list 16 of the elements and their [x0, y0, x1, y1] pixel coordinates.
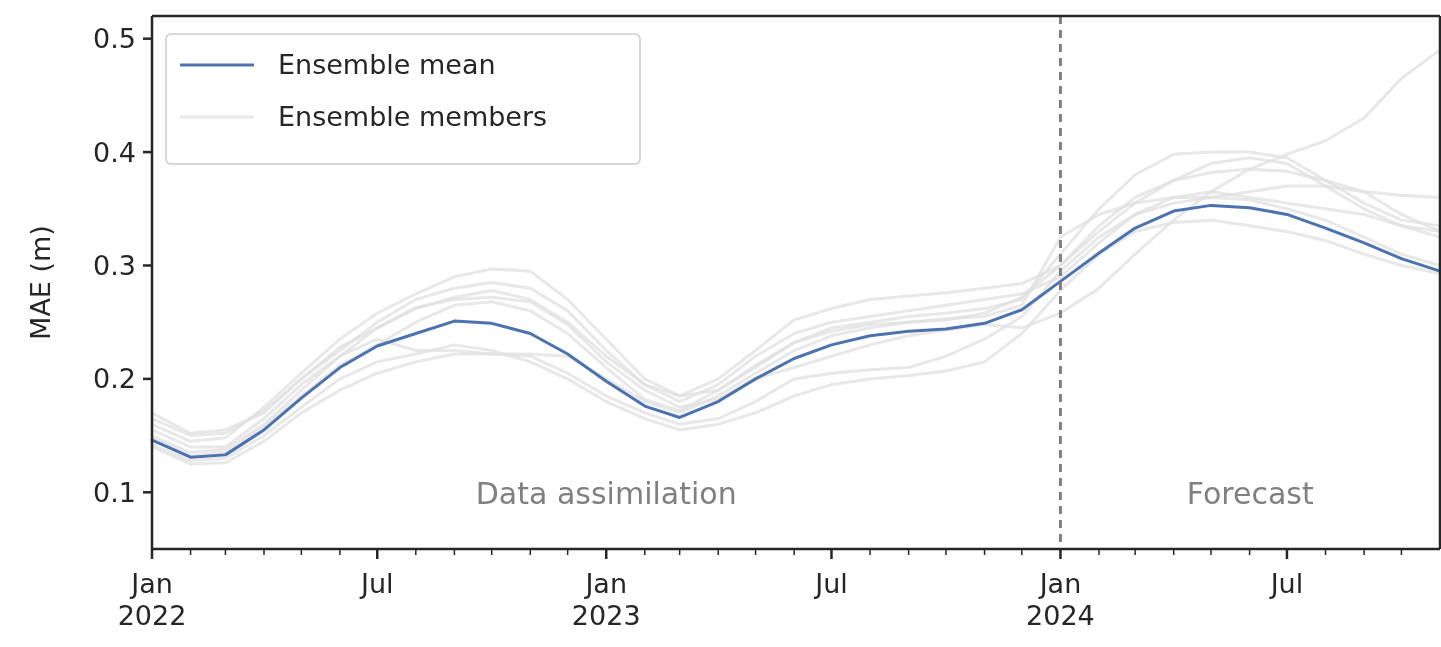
- x-tick-label: Jul: [358, 568, 394, 599]
- x-tick-label: Jul: [1268, 568, 1304, 599]
- y-tick-label: 0.2: [93, 363, 136, 395]
- x-tick-label: Jan 2024: [1026, 568, 1095, 631]
- y-axis-title: MAE (m): [25, 225, 56, 340]
- y-tick-label: 0.3: [93, 249, 136, 281]
- y-tick-label: 0.4: [93, 136, 136, 168]
- annotation: Forecast: [1186, 476, 1314, 512]
- annotation: Data assimilation: [475, 476, 737, 512]
- x-tick-label: Jul: [813, 568, 848, 599]
- x-tick-label: Jan 2022: [117, 568, 187, 631]
- y-tick-label: 0.1: [93, 476, 136, 508]
- y-tick-label: 0.5: [93, 23, 136, 55]
- legend-label: Ensemble mean: [278, 49, 496, 81]
- legend-label: Ensemble members: [278, 101, 548, 133]
- x-tick-label: Jan 2023: [571, 568, 641, 631]
